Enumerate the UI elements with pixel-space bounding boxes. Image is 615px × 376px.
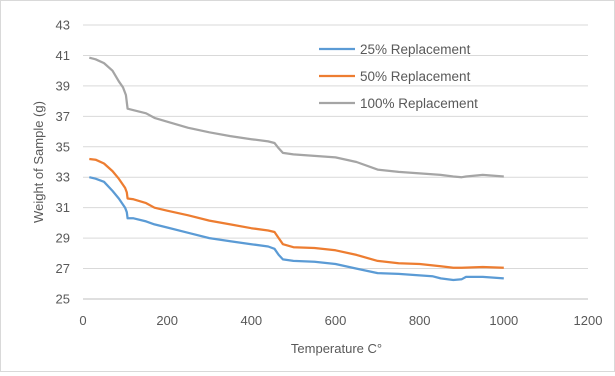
- x-tick-label: 400: [240, 313, 262, 328]
- legend-label: 50% Replacement: [360, 69, 471, 84]
- y-axis-title: Weight of Sample (g): [31, 101, 46, 223]
- y-tick-label: 43: [56, 18, 70, 33]
- x-tick-label: 0: [79, 313, 86, 328]
- x-axis-ticks: 0 200 400 600 800 1000 1200: [79, 313, 602, 328]
- x-tick-label: 200: [156, 313, 178, 328]
- x-tick-label: 800: [409, 313, 431, 328]
- x-tick-label: 600: [325, 313, 347, 328]
- y-tick-label: 27: [56, 261, 70, 276]
- legend-label: 25% Replacement: [360, 42, 471, 57]
- y-tick-label: 41: [56, 48, 70, 63]
- series-line-3: [89, 56, 504, 179]
- legend: 25% Replacement 50% Replacement 100% Repla…: [319, 42, 478, 111]
- x-tick-label: 1000: [489, 313, 518, 328]
- y-tick-label: 39: [56, 78, 70, 93]
- y-tick-label: 33: [56, 170, 70, 185]
- x-tick-label: 1200: [574, 313, 603, 328]
- y-tick-label: 29: [56, 231, 70, 246]
- y-tick-label: 37: [56, 109, 70, 124]
- gridlines: [83, 24, 588, 270]
- series-line-1: [89, 176, 504, 282]
- y-tick-label: 31: [56, 200, 70, 215]
- legend-label: 100% Replacement: [360, 96, 478, 111]
- y-axis-ticks: 25 27 29 31 33 35 37 39 41 43: [56, 18, 70, 307]
- y-tick-label: 35: [56, 139, 70, 154]
- series-line-2: [89, 157, 504, 269]
- x-axis-title: Temperature C°: [291, 341, 382, 356]
- series-lines: [89, 56, 504, 282]
- y-tick-label: 25: [56, 292, 70, 307]
